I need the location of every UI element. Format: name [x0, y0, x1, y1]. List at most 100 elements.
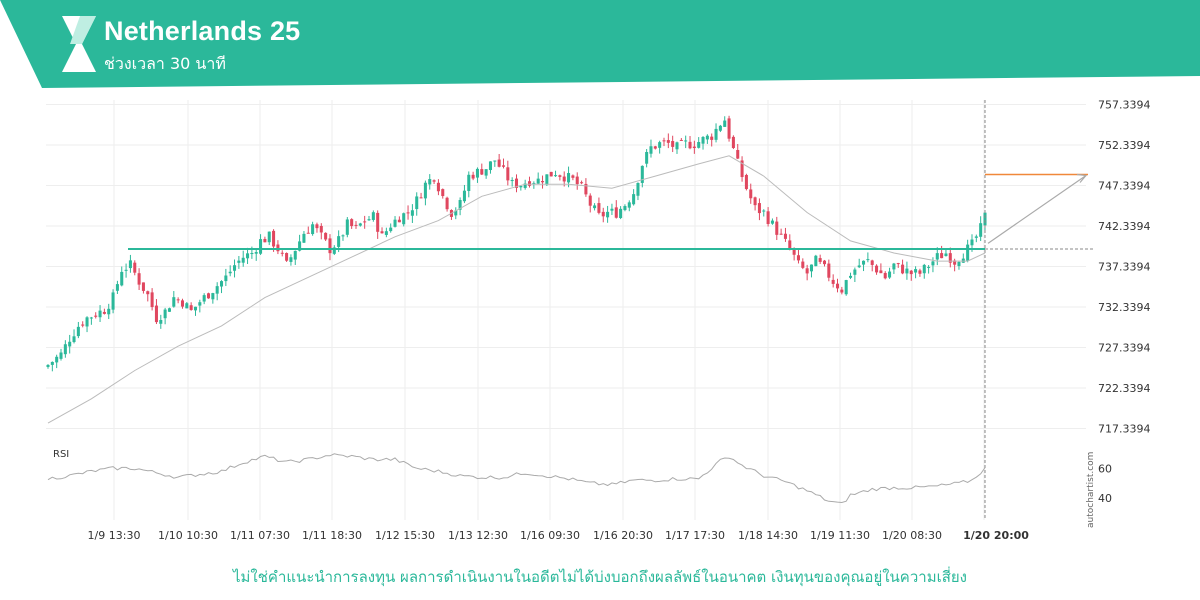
- candle-body: [914, 269, 918, 273]
- candle-body: [81, 324, 85, 326]
- candle-body: [63, 344, 67, 355]
- candle-body: [250, 253, 254, 255]
- candle-body: [254, 252, 258, 254]
- candle-body: [163, 309, 167, 319]
- candle-body: [59, 352, 63, 359]
- candle-body: [324, 232, 328, 240]
- candle-body: [779, 233, 783, 235]
- candle-body: [198, 302, 202, 306]
- candle-body: [944, 253, 948, 257]
- candle-body: [467, 174, 471, 192]
- rsi-label: RSI: [53, 449, 69, 460]
- projection-arrow: [987, 174, 1087, 244]
- candle-body: [718, 125, 722, 131]
- candle-body: [649, 146, 653, 154]
- candle-body: [909, 270, 913, 275]
- candle-body: [523, 183, 527, 188]
- rsi-tick-label: 40: [1098, 492, 1112, 505]
- candle-body: [471, 174, 475, 179]
- candle-body: [111, 292, 115, 310]
- candle-body: [827, 263, 831, 278]
- candle-body: [384, 231, 388, 235]
- watermark-text: autochartist.com: [1086, 452, 1096, 528]
- candle-body: [445, 197, 449, 210]
- candle-body: [979, 223, 983, 237]
- candle-body: [822, 260, 827, 265]
- candle-body: [172, 297, 176, 307]
- x-tick-label: 1/20 08:30: [882, 529, 942, 542]
- candle-body: [935, 253, 939, 260]
- axes: 757.3394 752.3394 747.3394 742.3394 737.3394…: [88, 99, 1151, 543]
- candle-body: [389, 227, 393, 232]
- candle-body: [862, 260, 866, 265]
- candle-body: [107, 308, 111, 315]
- candle-body: [805, 268, 809, 274]
- candle-body: [645, 151, 649, 164]
- moving-average-line: [47, 155, 986, 424]
- candle-body: [970, 239, 974, 246]
- candle-body: [588, 195, 592, 206]
- candle-body: [306, 232, 310, 234]
- candle-body: [376, 212, 380, 232]
- candle-body: [319, 225, 323, 233]
- candle-body: [267, 231, 271, 243]
- candle-body: [701, 137, 705, 144]
- y-tick-label: 757.3394: [1098, 99, 1151, 112]
- candle-body: [311, 224, 315, 235]
- candle-body: [415, 196, 419, 210]
- candle-body: [623, 206, 627, 211]
- indicator-lines: [47, 100, 1094, 520]
- candle-body: [601, 211, 605, 217]
- candle-body: [762, 210, 766, 212]
- y-tick-label: 727.3394: [1098, 342, 1151, 355]
- candle-body: [744, 174, 748, 190]
- candle-body: [966, 244, 970, 261]
- candle-body: [606, 211, 610, 218]
- candle-body: [983, 212, 987, 226]
- candle-body: [697, 141, 701, 148]
- candle-body: [905, 268, 909, 274]
- candle-body: [536, 178, 540, 184]
- candle-body: [883, 272, 887, 279]
- projection-arrowhead: [1076, 173, 1088, 183]
- candle-body: [835, 283, 840, 289]
- candle-body: [480, 169, 484, 175]
- candle-body: [276, 244, 280, 252]
- candle-body: [666, 140, 670, 143]
- candle-body: [293, 250, 297, 260]
- candle-body: [328, 238, 332, 254]
- candle-body: [397, 219, 401, 223]
- candle-body: [68, 341, 72, 347]
- candle-body: [658, 142, 662, 148]
- candle-body: [98, 310, 102, 318]
- candle-body: [315, 224, 319, 229]
- candle-body: [584, 183, 588, 195]
- y-tick-label: 737.3394: [1098, 261, 1151, 274]
- candle-body: [185, 303, 189, 309]
- rsi-line: [47, 453, 986, 504]
- candle-body: [918, 270, 922, 274]
- candle-body: [818, 258, 822, 262]
- candle-body: [857, 265, 861, 268]
- candle-body: [141, 282, 145, 291]
- candle-body: [345, 219, 349, 235]
- candle-body: [580, 182, 584, 184]
- candle-body: [875, 265, 879, 273]
- candle-body: [128, 260, 132, 269]
- candle-body: [462, 190, 466, 202]
- candle-body: [510, 180, 514, 182]
- candle-body: [133, 262, 137, 273]
- candle-body: [402, 213, 406, 225]
- candle-body: [519, 185, 523, 188]
- autochartist-logo-icon: [62, 16, 96, 72]
- candle-body: [879, 270, 883, 274]
- candle-body: [393, 219, 397, 227]
- candle-body: [809, 264, 813, 272]
- candle-body: [783, 233, 787, 239]
- candle-body: [475, 168, 479, 178]
- candle-body: [115, 284, 119, 291]
- candle-body: [940, 253, 944, 259]
- candle-body: [619, 208, 623, 219]
- page-title: Netherlands 25: [104, 16, 301, 46]
